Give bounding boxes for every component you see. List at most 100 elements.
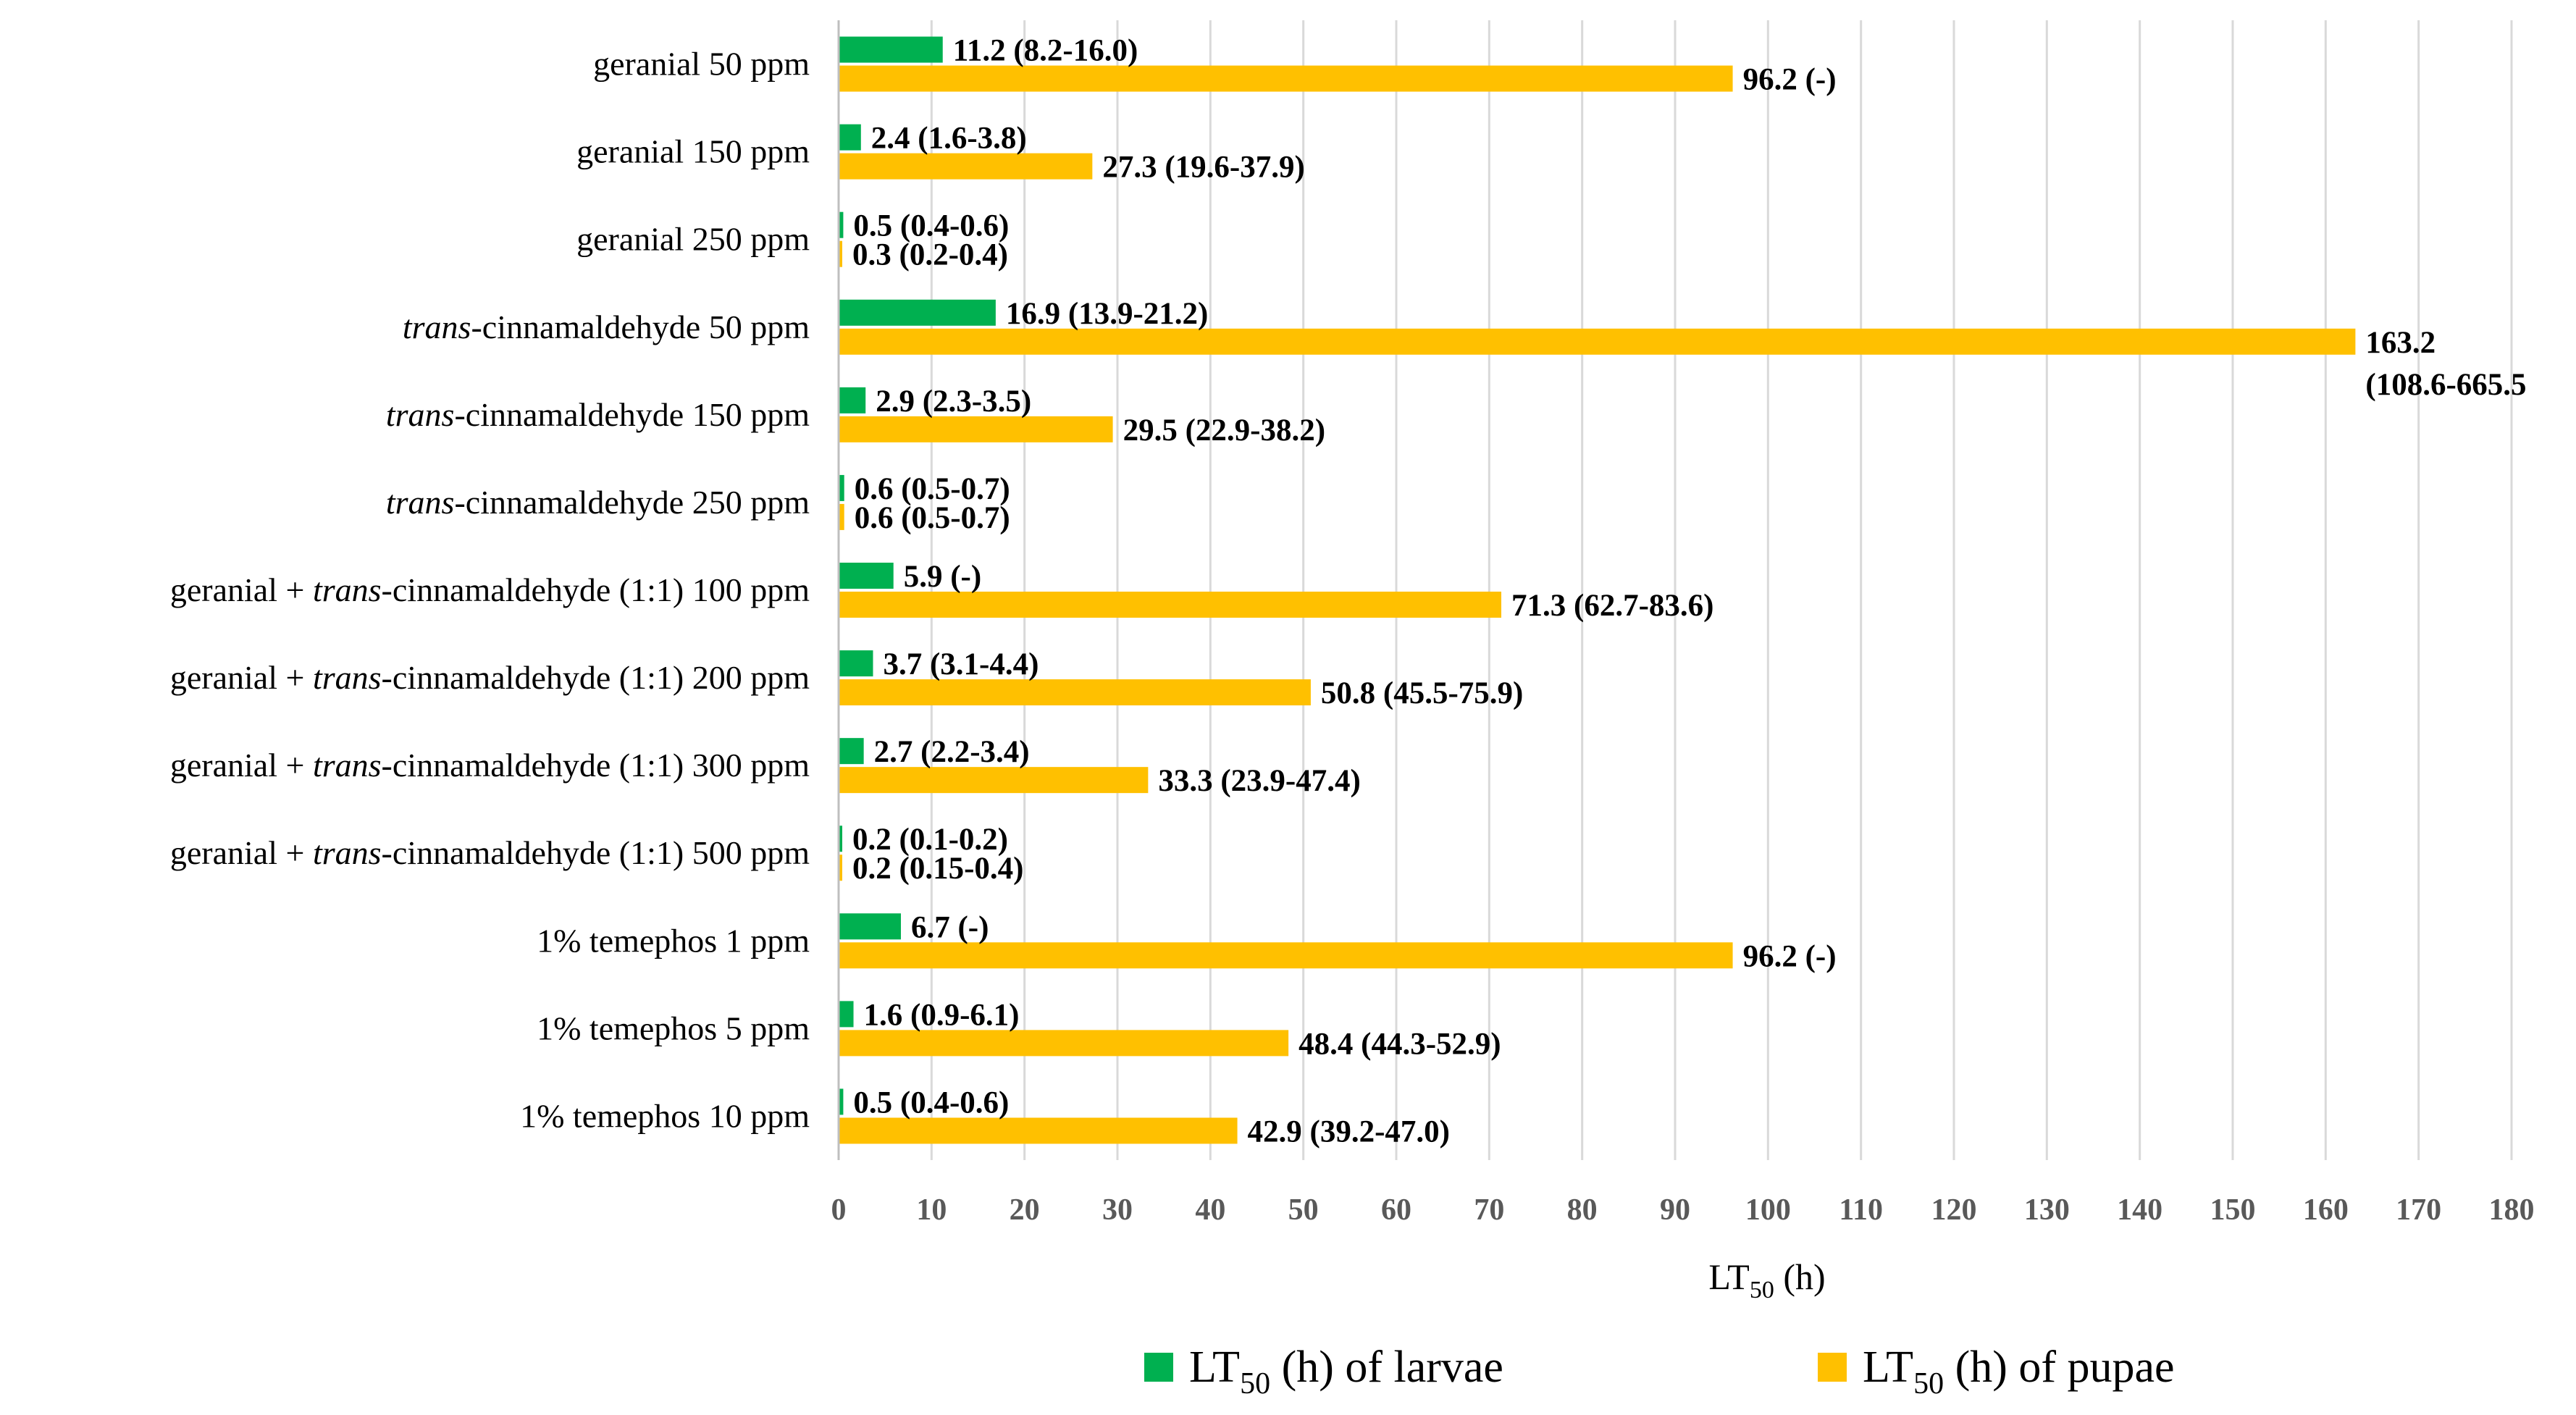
legend-label-larvae: LT50 (h) of larvae [1189, 1343, 1503, 1401]
x-axis-title-sub: 50 [1750, 1277, 1774, 1303]
bar-pupae [839, 592, 1502, 618]
category-label: 1% temephos 10 ppm [520, 1097, 810, 1134]
value-label-pupae: 163.2 [2365, 326, 2436, 360]
category-label-part: trans [313, 834, 382, 871]
category-label: geranial 50 ppm [593, 46, 810, 83]
bar-pupae [839, 503, 844, 530]
value-label-larvae: 3.7 (3.1-4.4) [883, 647, 1039, 681]
legend-larvae-main: LT [1189, 1343, 1240, 1392]
x-tick-label: 0 [831, 1193, 847, 1227]
x-tick-label: 180 [2489, 1193, 2535, 1227]
value-label-pupae: 0.2 (0.15-0.4) [852, 852, 1023, 886]
legend: LT50 (h) of larvae LT50 (h) of pupae [1144, 1343, 2175, 1401]
category-label-part: trans [313, 571, 382, 608]
x-axis-title: LT50 (h) [1708, 1256, 1825, 1303]
x-tick-label: 30 [1102, 1193, 1133, 1227]
category-label: 1% temephos 5 ppm [537, 1009, 810, 1046]
bar-pupae [839, 416, 1113, 442]
category-label-part: -cinnamaldehyde (1:1) 300 ppm [382, 747, 810, 784]
category-label-part: -cinnamaldehyde 250 ppm [454, 484, 810, 521]
bar-pupae [839, 942, 1733, 969]
legend-label-pupae: LT50 (h) of pupae [1863, 1343, 2175, 1401]
bar-larvae [839, 211, 844, 238]
bar-pupae [839, 240, 842, 267]
bar-pupae [839, 65, 1733, 92]
category-label: 1% temephos 1 ppm [537, 922, 810, 959]
value-label-pupae: 27.3 (19.6-37.9) [1102, 151, 1304, 185]
category-label-part: trans [313, 747, 382, 784]
x-tick-label: 60 [1381, 1193, 1411, 1227]
legend-pupae-main: LT [1863, 1343, 1913, 1392]
bars [839, 36, 2356, 1144]
category-label-part: geranial + [170, 834, 313, 871]
bar-larvae [839, 387, 866, 413]
gridlines [930, 20, 2513, 1160]
x-tick-label: 100 [1745, 1193, 1791, 1227]
x-tick-label: 160 [2303, 1193, 2349, 1227]
x-tick-label: 130 [2024, 1193, 2070, 1227]
x-tick-label: 170 [2396, 1193, 2441, 1227]
bar-larvae [839, 124, 861, 151]
category-label: geranial 250 ppm [576, 221, 810, 258]
x-tick-label: 10 [916, 1193, 947, 1227]
category-label-part: geranial + [170, 747, 313, 784]
value-label-larvae: 1.6 (0.9-6.1) [864, 998, 1020, 1032]
category-label-part: geranial 150 ppm [576, 133, 810, 170]
bar-pupae [839, 1117, 1238, 1144]
x-tick-label: 70 [1474, 1193, 1504, 1227]
category-label-part: 1% temephos 10 ppm [520, 1097, 810, 1134]
category-label: geranial + trans-cinnamaldehyde (1:1) 10… [170, 571, 810, 608]
legend-pupae-sub: 50 [1913, 1367, 1944, 1401]
category-label-part: geranial + [170, 659, 313, 696]
value-label-pupae: 48.4 (44.3-52.9) [1299, 1027, 1501, 1061]
x-tick-label: 90 [1660, 1193, 1690, 1227]
bar-pupae [839, 855, 842, 881]
legend-swatch-larvae [1144, 1353, 1173, 1382]
category-label: trans-cinnamaldehyde 50 ppm [403, 308, 810, 345]
bar-larvae [839, 913, 901, 940]
bar-larvae [839, 474, 844, 501]
bar-larvae [839, 1001, 854, 1028]
bar-pupae [839, 153, 1093, 180]
value-label-pupae: (108.6-665.5 [2365, 368, 2526, 402]
category-label-part: geranial 250 ppm [576, 221, 810, 258]
legend-larvae-sub: 50 [1240, 1367, 1270, 1401]
category-label-part: geranial 50 ppm [593, 46, 810, 83]
bar-larvae [839, 650, 873, 677]
value-label-pupae: 0.6 (0.5-0.7) [855, 501, 1010, 535]
legend-larvae-rest: (h) of larvae [1270, 1343, 1503, 1392]
value-label-pupae: 42.9 (39.2-47.0) [1248, 1114, 1450, 1149]
category-label-part: geranial + [170, 571, 313, 608]
bar-larvae [839, 36, 943, 63]
category-label-part: -cinnamaldehyde (1:1) 200 ppm [382, 659, 810, 696]
value-label-larvae: 2.4 (1.6-3.8) [871, 122, 1027, 156]
value-label-larvae: 2.7 (2.2-3.4) [874, 735, 1030, 769]
category-label: geranial + trans-cinnamaldehyde (1:1) 50… [170, 834, 810, 871]
category-label: geranial + trans-cinnamaldehyde (1:1) 30… [170, 747, 810, 784]
value-label-pupae: 33.3 (23.9-47.4) [1158, 764, 1360, 798]
x-tick-label: 40 [1195, 1193, 1225, 1227]
legend-pupae-rest: (h) of pupae [1944, 1343, 2174, 1392]
bar-larvae [839, 738, 864, 765]
value-label-pupae: 0.3 (0.2-0.4) [852, 238, 1008, 272]
value-label-pupae: 96.2 (-) [1743, 63, 1837, 97]
x-tick-label: 50 [1288, 1193, 1319, 1227]
bar-larvae [839, 1088, 844, 1115]
x-tick-label: 80 [1567, 1193, 1598, 1227]
bar-larvae [839, 299, 996, 326]
value-label-larvae: 5.9 (-) [904, 560, 981, 594]
category-label-part: -cinnamaldehyde 50 ppm [471, 308, 810, 345]
bar-larvae [839, 563, 894, 589]
value-labels: 11.2 (8.2-16.0) 2.4 (1.6-3.8) 0.5 (0.4-0.6… [852, 34, 2527, 1149]
category-label-part: 1% temephos 5 ppm [537, 1009, 810, 1046]
legend-swatch-pupae [1818, 1353, 1847, 1382]
value-label-larvae: 11.2 (8.2-16.0) [953, 34, 1138, 68]
x-axis-title-rest: (h) [1774, 1256, 1826, 1297]
x-tick-label: 140 [2117, 1193, 2162, 1227]
bar-larvae [839, 826, 842, 852]
value-label-pupae: 50.8 (45.5-75.9) [1321, 676, 1523, 710]
x-tick-label: 150 [2210, 1193, 2256, 1227]
category-label: trans-cinnamaldehyde 250 ppm [386, 484, 810, 521]
x-axis-title-main: LT [1708, 1256, 1750, 1297]
